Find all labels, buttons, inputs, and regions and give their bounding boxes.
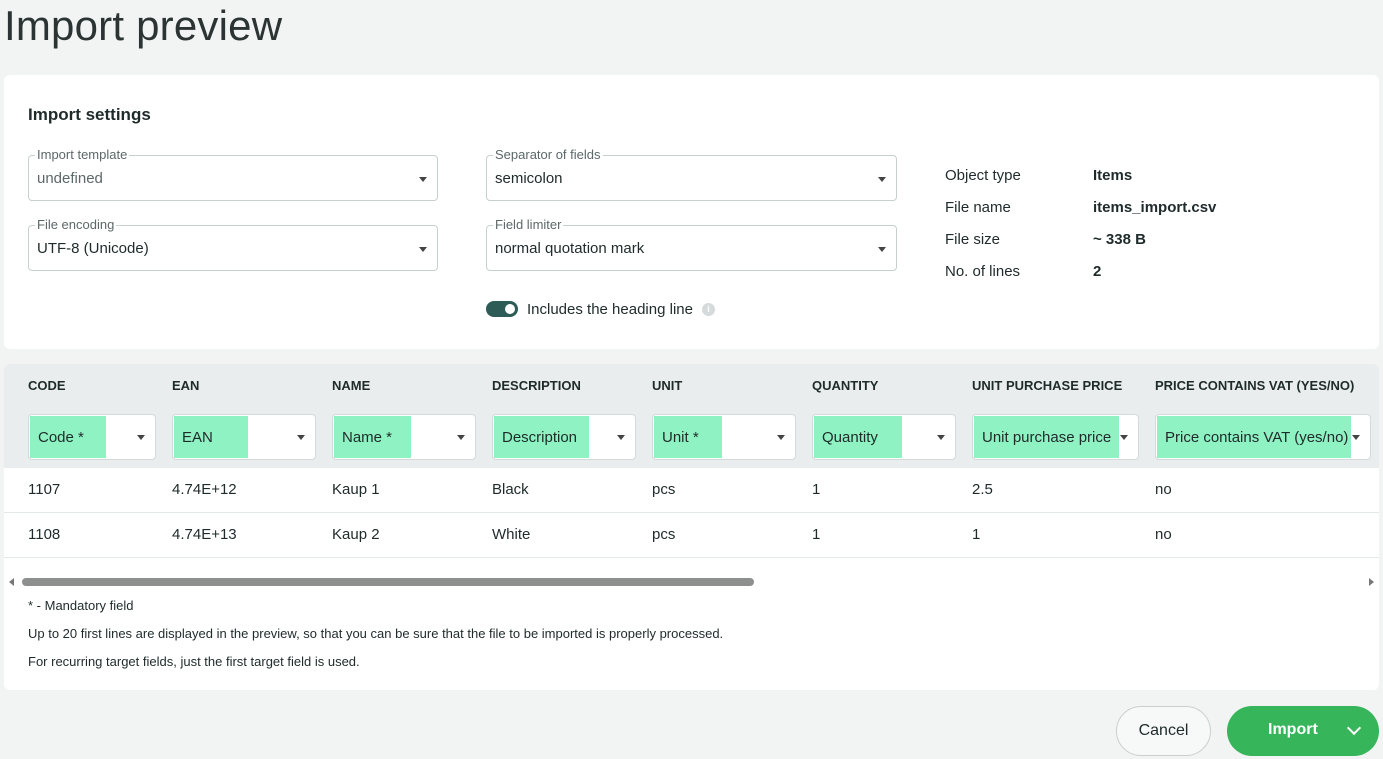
recurring-fields-note: For recurring target fields, just the fi… [28, 654, 360, 669]
field-limiter-select[interactable]: Field limiter normal quotation mark [486, 218, 897, 271]
chevron-down-icon [777, 435, 785, 440]
file-encoding-value: UTF-8 (Unicode) [37, 240, 149, 257]
table-cell: 4.74E+12 [172, 481, 237, 498]
chevron-down-icon [878, 177, 886, 182]
chevron-down-icon [1352, 435, 1360, 440]
chevron-down-icon [297, 435, 305, 440]
meta-key: File size [945, 230, 1001, 248]
meta-value: ~ 338 B [1093, 230, 1146, 248]
table-cell: White [492, 526, 531, 543]
meta-value: 2 [1093, 262, 1102, 280]
import-button-label: Import [1268, 721, 1318, 738]
preview-note: Up to 20 first lines are displayed in th… [28, 626, 724, 641]
chevron-down-icon [137, 435, 145, 440]
mapping-value: Name * [334, 416, 411, 458]
chevron-down-icon [1120, 435, 1128, 440]
meta-key: No. of lines [945, 262, 1021, 280]
separator-select[interactable]: Separator of fields semicolon [486, 148, 897, 201]
table-cell: 2.5 [972, 481, 993, 498]
chevron-down-icon [419, 247, 427, 252]
table-cell: pcs [652, 481, 676, 498]
scroll-left-icon[interactable] [9, 578, 14, 586]
column-header-unit: UNIT [652, 378, 683, 393]
column-header-price-contains-vat: PRICE CONTAINS VAT (YES/NO) [1155, 378, 1355, 393]
import-settings-card: Import settings Import template undefine… [4, 75, 1379, 349]
table-cell: Kaup 2 [332, 526, 380, 543]
table-header: CODE EAN NAME DESCRIPTION UNIT QUANTITY … [4, 364, 1379, 468]
mapping-value: Description [494, 416, 589, 458]
column-header-unit-purchase-price: UNIT PURCHASE PRICE [972, 378, 1123, 393]
heading-line-toggle[interactable] [486, 301, 518, 317]
table-cell: 4.74E+13 [172, 526, 237, 543]
scroll-right-icon[interactable] [1369, 578, 1374, 586]
table-cell: Kaup 1 [332, 481, 380, 498]
column-header-code: CODE [28, 378, 66, 393]
chevron-down-icon[interactable] [1346, 720, 1362, 736]
import-template-value: undefined [37, 170, 103, 187]
mapping-value: Code * [30, 416, 106, 458]
import-template-label: Import template [35, 147, 130, 162]
mapping-select-unit[interactable]: Unit * [652, 414, 796, 460]
table-cell: no [1155, 526, 1172, 543]
page-title: Import preview [4, 2, 283, 49]
import-button[interactable]: Import [1227, 706, 1379, 756]
file-encoding-select[interactable]: File encoding UTF-8 (Unicode) [28, 218, 438, 271]
table-cell: no [1155, 481, 1172, 498]
mapping-value: Unit purchase price [974, 416, 1119, 458]
table-cell: Black [492, 481, 529, 498]
mandatory-note: * - Mandatory field [28, 598, 134, 613]
mapping-select-code[interactable]: Code * [28, 414, 156, 460]
meta-row: File name items_import.csv [945, 191, 1216, 223]
mapping-select-quantity[interactable]: Quantity [812, 414, 956, 460]
heading-line-toggle-row: Includes the heading line i [486, 299, 715, 319]
chevron-down-icon [457, 435, 465, 440]
mapping-select-price-contains-vat[interactable]: Price contains VAT (yes/no) [1155, 414, 1371, 460]
table-cell: 1 [972, 526, 981, 543]
column-header-quantity: QUANTITY [812, 378, 879, 393]
file-metadata: Object type Items File name items_import… [945, 159, 1216, 287]
chevron-down-icon [878, 247, 886, 252]
chevron-down-icon [937, 435, 945, 440]
meta-value: Items [1093, 166, 1133, 184]
mapping-select-ean[interactable]: EAN [172, 414, 316, 460]
separator-value: semicolon [495, 170, 563, 187]
table-cell: pcs [652, 526, 676, 543]
mapping-value: Price contains VAT (yes/no) [1157, 416, 1351, 458]
mapping-select-name[interactable]: Name * [332, 414, 476, 460]
meta-key: Object type [945, 166, 1021, 184]
field-limiter-value: normal quotation mark [495, 240, 645, 257]
meta-key: File name [945, 198, 1011, 216]
mapping-select-unit-purchase-price[interactable]: Unit purchase price [972, 414, 1139, 460]
mapping-value: Unit * [654, 416, 722, 458]
field-limiter-label: Field limiter [493, 217, 564, 232]
scrollbar-thumb[interactable] [22, 578, 754, 586]
cancel-button[interactable]: Cancel [1116, 706, 1211, 756]
meta-row: File size ~ 338 B [945, 223, 1216, 255]
horizontal-scrollbar[interactable] [4, 574, 1379, 590]
heading-line-label: Includes the heading line [527, 300, 693, 318]
table-row: 1108 4.74E+13 Kaup 2 White pcs 1 1 no [4, 513, 1379, 558]
import-template-select[interactable]: Import template undefined [28, 148, 438, 201]
meta-row: No. of lines 2 [945, 255, 1216, 287]
file-encoding-label: File encoding [35, 217, 117, 232]
chevron-down-icon [419, 177, 427, 182]
separator-label: Separator of fields [493, 147, 603, 162]
meta-row: Object type Items [945, 159, 1216, 191]
column-header-ean: EAN [172, 378, 200, 393]
settings-title: Import settings [28, 105, 151, 124]
chevron-down-icon [617, 435, 625, 440]
preview-table: CODE EAN NAME DESCRIPTION UNIT QUANTITY … [4, 364, 1379, 690]
table-cell: 1107 [28, 481, 61, 498]
meta-value: items_import.csv [1093, 198, 1217, 216]
mapping-value: Quantity [814, 416, 902, 458]
table-cell: 1 [812, 526, 821, 543]
mapping-value: EAN [174, 416, 248, 458]
info-icon[interactable]: i [701, 302, 715, 316]
column-header-description: DESCRIPTION [492, 378, 581, 393]
column-header-name: NAME [332, 378, 371, 393]
table-cell: 1 [812, 481, 821, 498]
mapping-select-description[interactable]: Description [492, 414, 636, 460]
table-row: 1107 4.74E+12 Kaup 1 Black pcs 1 2.5 no [4, 468, 1379, 513]
table-cell: 1108 [28, 526, 61, 543]
